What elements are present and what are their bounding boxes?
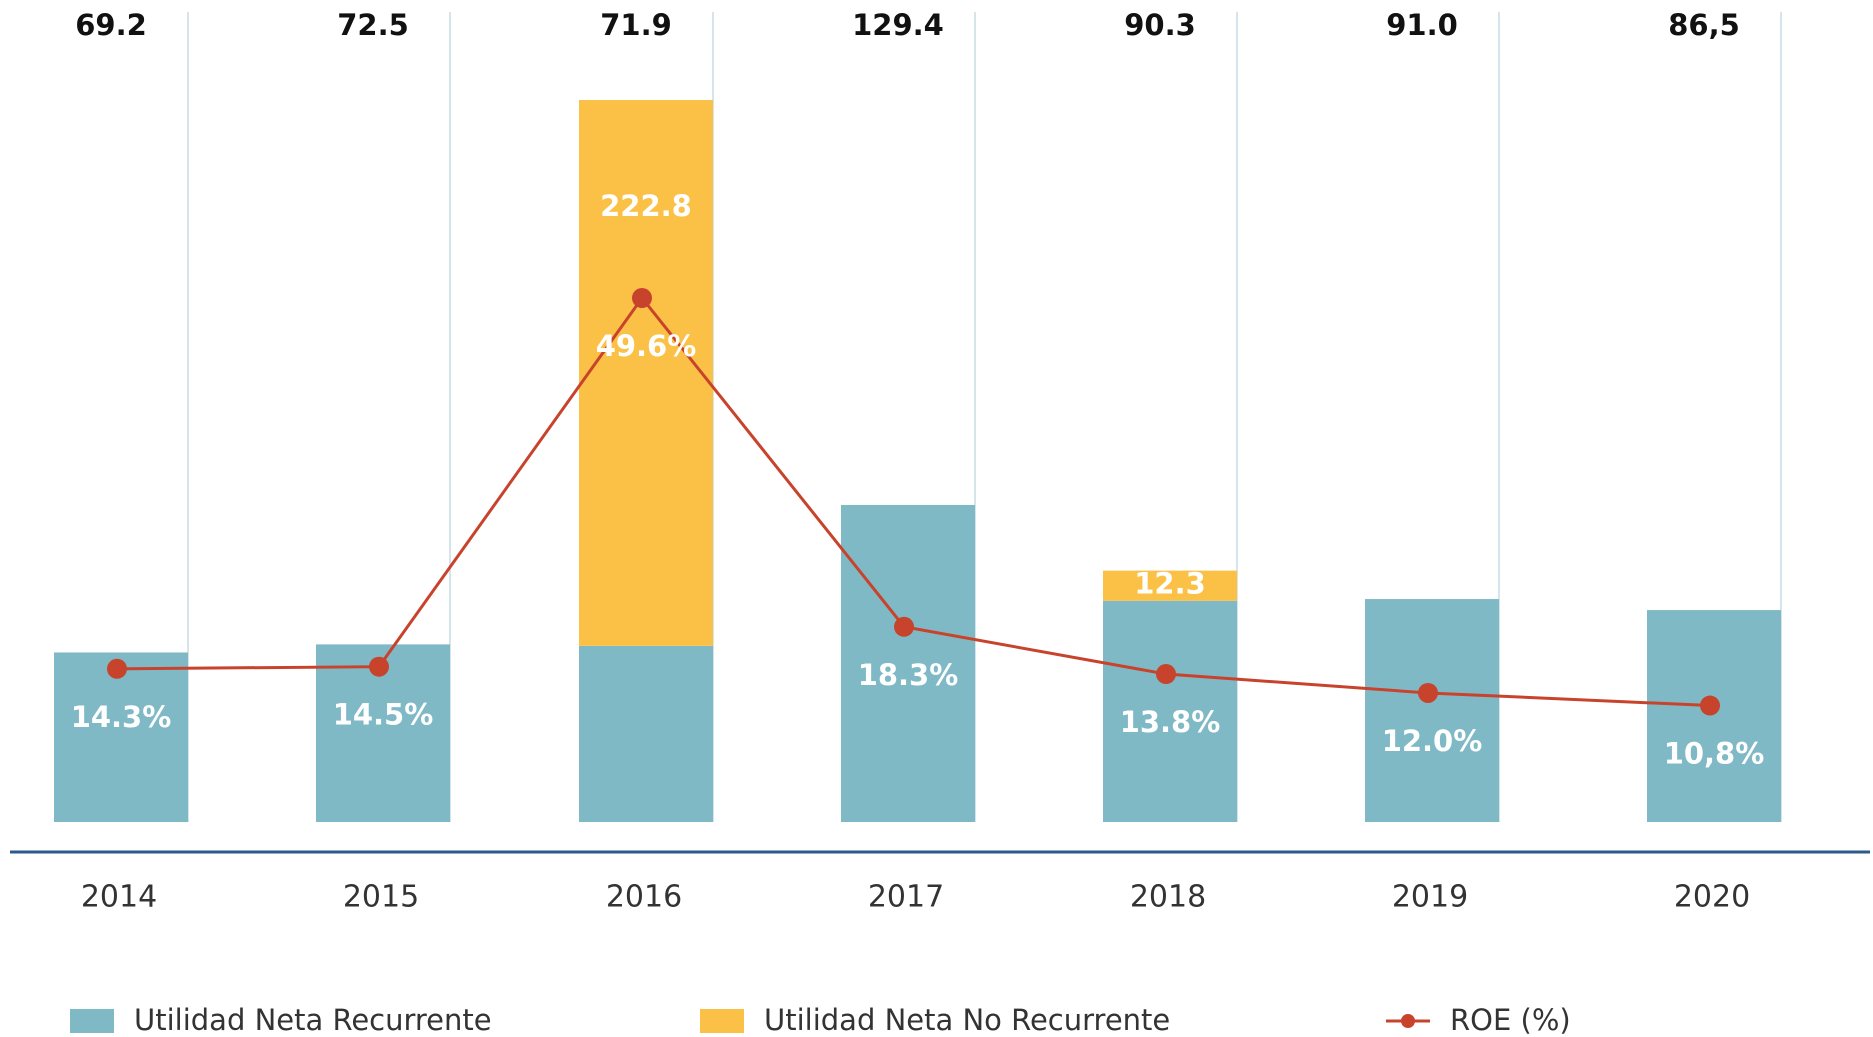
roe-label: 18.3%	[858, 658, 959, 692]
total-label: 86,5	[1668, 8, 1740, 42]
x-tick-label: 2019	[1392, 880, 1468, 915]
bar-segment	[1103, 570, 1237, 601]
bar-segment	[54, 652, 188, 822]
roe-point	[1700, 695, 1720, 716]
roe-label: 14.5%	[333, 698, 434, 732]
total-label: 69.2	[75, 8, 147, 42]
roe-point	[632, 288, 652, 308]
roe-label: 14.3%	[71, 700, 172, 734]
legend-label: Utilidad Neta No Recurrente	[764, 1003, 1170, 1037]
total-label: 129.4	[852, 8, 944, 42]
x-tick-label: 2016	[606, 880, 682, 915]
bar-segment	[1647, 610, 1781, 822]
roe-label: 10,8%	[1664, 737, 1765, 771]
roe-point	[894, 616, 914, 637]
bar-segment	[579, 100, 713, 646]
total-label: 71.9	[600, 8, 672, 42]
roe-point	[369, 656, 389, 677]
bar-segment	[579, 645, 713, 822]
x-tick-label: 2018	[1130, 880, 1206, 915]
roe-label: 12.0%	[1382, 724, 1483, 758]
roe-label: 13.8%	[1120, 705, 1221, 739]
bar-segment	[1365, 599, 1499, 822]
legend-swatch	[700, 1009, 744, 1033]
segment-label: 222.8	[600, 189, 692, 223]
bar-segment	[1103, 600, 1237, 822]
total-label: 91.0	[1386, 8, 1458, 42]
x-tick-label: 2015	[343, 880, 419, 915]
roe-label: 49.6%	[596, 329, 697, 363]
x-tick-label: 2017	[868, 880, 944, 915]
total-label: 90.3	[1124, 8, 1196, 42]
total-label: 72.5	[337, 8, 409, 42]
x-tick-label: 2020	[1674, 880, 1750, 915]
segment-label: 12.3	[1134, 567, 1206, 601]
legend-label: ROE (%)	[1450, 1003, 1571, 1037]
x-tick-label: 2014	[81, 880, 157, 915]
roe-point	[1418, 682, 1438, 703]
roe-point	[1156, 664, 1176, 685]
legend-swatch	[70, 1009, 114, 1033]
bar-segment	[841, 504, 975, 822]
legend-label: Utilidad Neta Recurrente	[134, 1003, 492, 1037]
roe-point	[107, 658, 127, 679]
legend-marker	[1401, 1014, 1415, 1028]
